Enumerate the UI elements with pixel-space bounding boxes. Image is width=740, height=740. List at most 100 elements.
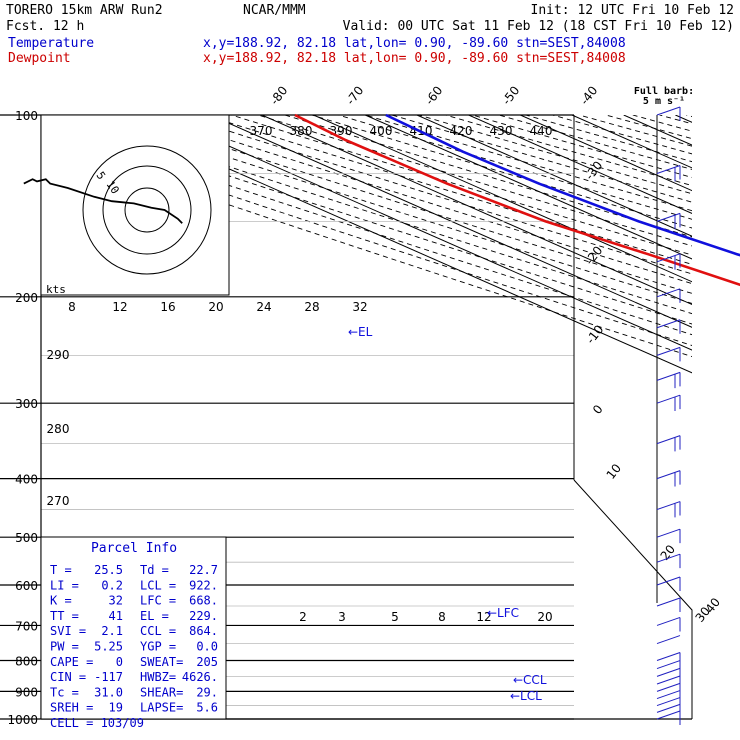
parcel-key: HWBZ= <box>140 670 176 684</box>
theta-label: 400 <box>370 124 393 138</box>
thetae-label: 32 <box>352 300 367 314</box>
parcel-key: LFC = <box>140 594 176 608</box>
parcel-title: Parcel Info <box>91 541 177 556</box>
wind-barbs <box>656 106 681 725</box>
thetae-label: 28 <box>304 300 319 314</box>
parcel-key: EL = <box>140 609 169 623</box>
header: TORERO 15km ARW Run2 NCAR/MMM Init: 12 U… <box>6 3 734 107</box>
dry-adiabat <box>498 115 692 170</box>
model-run-title: TORERO 15km ARW Run2 <box>6 3 163 18</box>
annotation-lfc: ←LFC <box>487 606 519 620</box>
parcel-key: Tc = <box>50 685 79 699</box>
wind-barb <box>656 288 681 303</box>
isotherm <box>106 115 692 374</box>
parcel-key: TT = <box>50 609 79 623</box>
isotherm-label: -40 <box>577 84 600 108</box>
annotation-ccl: ←CCL <box>513 673 547 687</box>
org-label: NCAR/MMM <box>243 3 306 18</box>
parcel-value: 2.1 <box>101 624 123 638</box>
isotherm-label: -60 <box>422 84 445 108</box>
parcel-key: YGP = <box>140 640 176 654</box>
wind-barb-staff <box>656 435 681 445</box>
parcel-key: PW = <box>50 640 79 654</box>
wind-barb-staff <box>656 253 681 263</box>
isotherm <box>158 115 692 351</box>
hodograph-ring <box>124 187 170 233</box>
parcel-key: SVI = <box>50 624 86 638</box>
forecast-hour: Fcst. 12 h <box>6 19 84 34</box>
pressure-tick-label: 500 <box>15 531 38 545</box>
wind-barb-staff <box>656 576 681 586</box>
parcel-value: 22.7 <box>189 563 218 577</box>
thetae-label: 12 <box>112 300 127 314</box>
mixing-ratio-label: 5 <box>391 610 399 624</box>
parcel-key: T = <box>50 563 72 577</box>
wind-barb-staff <box>656 597 681 607</box>
parcel-value: 32 <box>109 594 123 608</box>
wind-barb-staff <box>656 319 681 329</box>
parcel-key: SREH = <box>50 701 93 715</box>
parcel-value: 29. <box>196 685 218 699</box>
dry-adiabat <box>686 115 692 117</box>
parcel-key: SWEAT= <box>140 655 183 669</box>
isotherm-label: 20 <box>658 542 678 563</box>
dry-adiabat <box>177 115 692 275</box>
parcel-value: 922. <box>189 578 218 592</box>
isotherm <box>313 115 692 283</box>
wind-barb-staff <box>656 697 681 707</box>
parcel-key: K = <box>50 594 72 608</box>
parcel-value: 41 <box>109 609 123 623</box>
pressure-tick-label: 300 <box>15 397 38 411</box>
dry-adiabat <box>231 115 692 256</box>
parcel-value: 205 <box>196 655 218 669</box>
wind-barb-staff <box>656 501 681 511</box>
wind-barb-staff <box>656 346 681 356</box>
wind-barb <box>656 394 681 411</box>
annotation-el: ←EL <box>348 325 373 339</box>
isotherm <box>727 115 740 719</box>
wind-barb-staff <box>656 703 681 713</box>
parcel-key: Td = <box>140 563 169 577</box>
parcel-key: CIN = <box>50 670 86 684</box>
wind-barb-staff <box>656 616 681 626</box>
thetae-label: 8 <box>68 300 76 314</box>
parcel-key: CCL = <box>140 624 176 638</box>
isotherm-label: -70 <box>343 84 366 108</box>
parcel-value: 5.25 <box>94 640 123 654</box>
mixing-ratio-label: 8 <box>438 610 446 624</box>
isotherm <box>261 115 692 306</box>
wind-barb-staff <box>656 675 681 685</box>
mixing-ratio-label: 12 <box>476 610 491 624</box>
thetae-label: 16 <box>160 300 175 314</box>
init-time: Init: 12 UTC Fri 10 Feb 12 <box>531 3 735 18</box>
parcel-value: 0.0 <box>196 640 218 654</box>
dry-adiabat <box>632 115 692 132</box>
dewpoint-legend: Dewpoint <box>8 51 71 66</box>
theta-label-left: 270 <box>47 494 70 508</box>
wind-barb-staff <box>656 682 681 692</box>
temperature-location: x,y=188.92, 82.18 lat,lon= 0.90, -89.60 … <box>203 36 626 51</box>
barb-legend-title: Full barb: <box>634 86 694 97</box>
wind-barb <box>656 651 681 667</box>
mixing-ratio-label: 2 <box>299 610 307 624</box>
wind-barb <box>656 253 681 270</box>
wind-barb-staff <box>656 106 681 116</box>
parcel-key: LAPSE= <box>140 701 183 715</box>
wind-barb-staff <box>656 212 681 222</box>
dry-adiabat <box>445 115 692 187</box>
wind-barb <box>656 528 681 544</box>
hodograph-box <box>40 114 230 296</box>
parcel-value: 19 <box>109 701 123 715</box>
wind-barb <box>656 690 681 705</box>
dry-adiabat <box>525 115 692 163</box>
annotation-lcl: ←LCL <box>510 689 542 703</box>
barb-legend-units: 5 m s⁻¹ <box>643 96 685 107</box>
parcel-panel-box <box>40 536 227 720</box>
parcel-value: 0.2 <box>101 578 123 592</box>
mixing-ratio-label: 20 <box>537 610 552 624</box>
wind-barb-staff <box>656 660 681 670</box>
dry-adiabat <box>659 115 692 125</box>
isotherm <box>416 115 692 237</box>
